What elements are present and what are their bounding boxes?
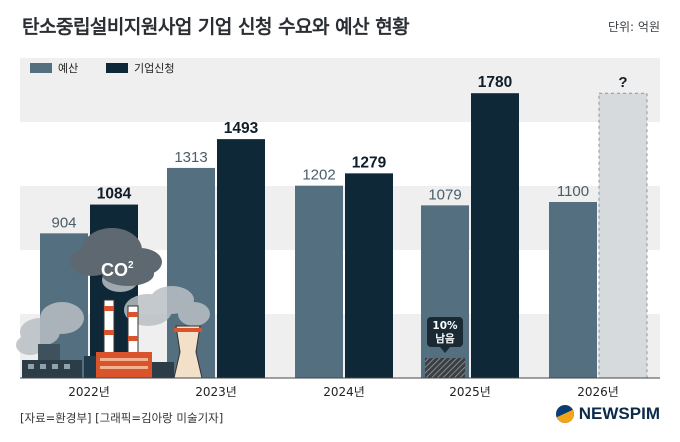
x-tick-label: 2022년 [68,385,110,399]
legend-swatch-budget [30,63,52,73]
x-tick-label: 2023년 [195,385,237,399]
legend-label-applications: 기업신청 [134,62,174,75]
bar-budget [295,185,343,378]
data-label: 1084 [97,186,132,203]
newspim-logo-text: NEWSPIM [578,404,660,423]
data-label: 1100 [557,183,589,200]
badge-box [427,317,463,347]
remaining-badge: 10%남음 [425,317,465,378]
bar-applications-unknown [598,92,648,379]
x-tick-label: 2024년 [323,385,365,399]
data-label: 1493 [224,120,259,137]
data-label: 1202 [302,167,335,184]
unit-label: 단위: 억원 [607,20,660,34]
factory-illustration: CO2 [16,228,210,379]
x-axis-ticks: 2022년 2023년 2024년 2025년 2026년 [68,385,619,399]
data-label: 904 [51,214,76,231]
co2-label: CO2 [101,260,134,280]
data-label: 1780 [478,74,512,91]
bar-applications [471,93,519,378]
newspim-logo-icon [555,405,574,423]
bar-applications [217,139,265,378]
badge-text: 남음 [435,332,455,345]
bar-applications [345,173,393,378]
data-label: 1313 [174,149,207,166]
data-label: 1279 [352,154,387,171]
newspim-logo: NEWSPIM [555,404,660,424]
x-tick-label: 2025년 [449,385,491,399]
legend-swatch-applications [106,63,128,73]
legend: 예산 기업신청 [30,62,174,75]
chart-title: 탄소중립설비지원사업 기업 신청 수요와 예산 현황 [22,16,410,38]
data-label: ? [618,74,627,91]
bar-budget [549,202,597,378]
badge-text: 10% [432,320,458,332]
legend-label-budget: 예산 [58,62,78,75]
data-label: 1079 [428,186,461,203]
remaining-hatch [425,358,465,378]
source-note: [자료=환경부] [그래픽=김아랑 미술기자] [20,411,224,425]
x-tick-label: 2026년 [577,385,619,399]
